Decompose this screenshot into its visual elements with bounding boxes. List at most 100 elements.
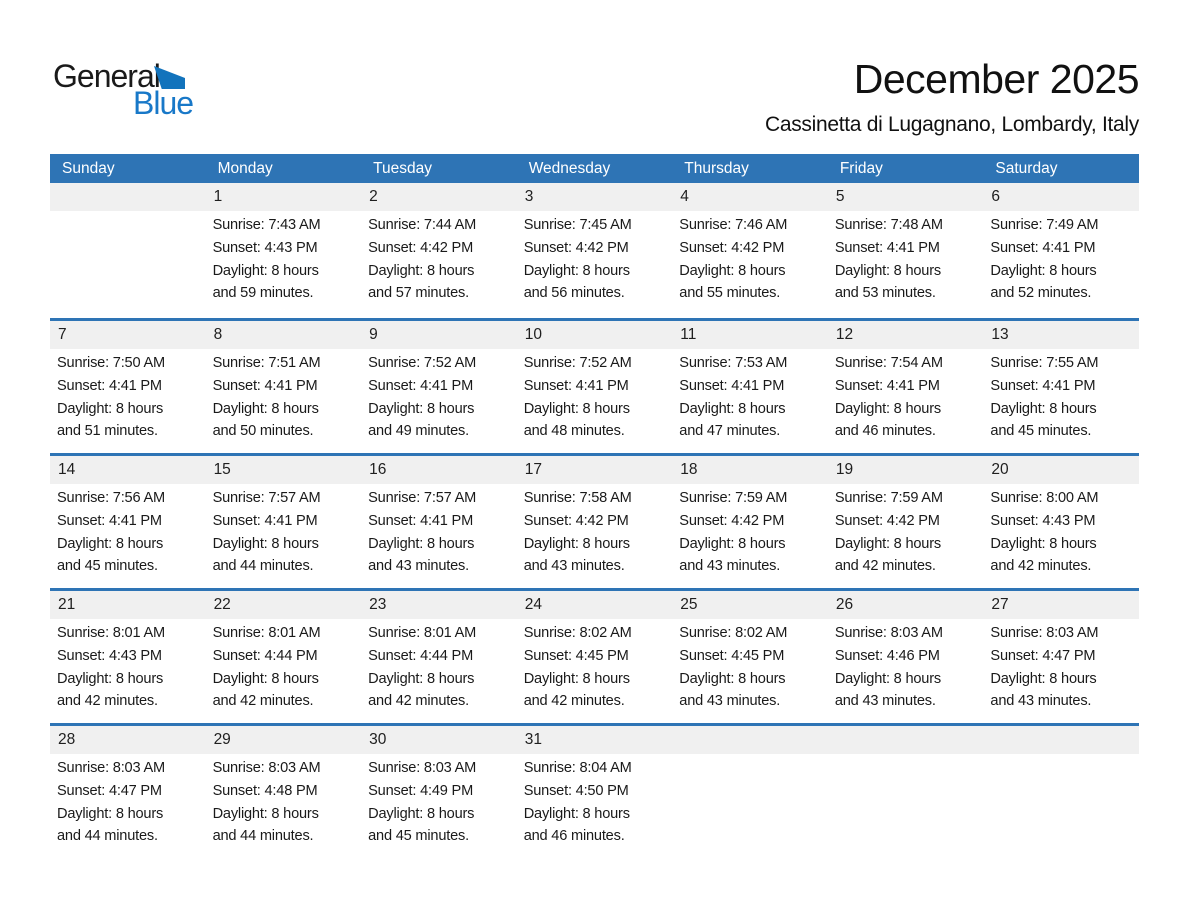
empty-day-number [983, 726, 1139, 754]
day-number: 31 [524, 731, 542, 748]
sunrise-text: Sunrise: 8:03 AM [368, 760, 477, 776]
day-cell: Sunrise: 7:57 AM Sunset: 4:41 PM Daylight:… [361, 484, 517, 578]
week-row: 1 2 3 4 5 6 Sunrise: 7:43 AM Sunset: 4:43 PM Day… [50, 183, 1139, 318]
day-number: 16 [369, 461, 387, 478]
daylight-text-line1: Daylight: 8 hours [368, 670, 475, 687]
sunset-text: Sunset: 4:42 PM [523, 239, 629, 256]
sunset-text: Sunset: 4:50 PM [523, 782, 629, 799]
sunset-text: Sunset: 4:41 PM [523, 377, 629, 394]
day-cell: Sunrise: 8:03 AM Sunset: 4:47 PM Daylight:… [50, 754, 206, 848]
day-number: 9 [369, 326, 378, 343]
daylight-text-line2: and 57 minutes. [368, 285, 469, 302]
daylight-text-line1: Daylight: 8 hours [212, 670, 319, 687]
day-number: 11 [680, 326, 697, 343]
day-number: 21 [58, 596, 76, 613]
sunset-text: Sunset: 4:45 PM [679, 647, 785, 664]
daylight-text-line1: Daylight: 8 hours [834, 400, 941, 417]
daylight-text-line1: Daylight: 8 hours [212, 535, 319, 552]
daylight-text-line1: Daylight: 8 hours [523, 535, 630, 552]
sunrise-text: Sunrise: 8:03 AM [834, 625, 943, 641]
logo-text-blue: Blue [133, 85, 194, 121]
day-cell: Sunrise: 8:03 AM Sunset: 4:49 PM Daylight:… [361, 754, 517, 848]
day-content-band: Sunrise: 8:03 AM Sunset: 4:47 PM Daylight:… [50, 754, 1139, 848]
sunrise-text: Sunrise: 7:46 AM [679, 217, 788, 233]
daylight-text-line1: Daylight: 8 hours [990, 670, 1097, 687]
day-number: 1 [213, 188, 223, 205]
day-cell: Sunrise: 8:03 AM Sunset: 4:46 PM Daylight:… [828, 619, 984, 713]
day-content-band: Sunrise: 7:43 AM Sunset: 4:43 PM Daylight:… [50, 211, 1139, 305]
day-cell: Sunrise: 7:54 AM Sunset: 4:41 PM Daylight:… [828, 349, 984, 443]
day-content-band: Sunrise: 7:56 AM Sunset: 4:41 PM Daylight:… [50, 484, 1139, 578]
empty-day-cell [672, 754, 828, 848]
daylight-text-line1: Daylight: 8 hours [57, 535, 164, 552]
general-blue-logo: General Blue [53, 58, 253, 128]
day-cell: Sunrise: 7:58 AM Sunset: 4:42 PM Daylight:… [517, 484, 673, 578]
empty-day-cell [828, 754, 984, 848]
day-cell: Sunrise: 7:43 AM Sunset: 4:43 PM Daylight:… [206, 211, 362, 305]
daylight-text-line2: and 46 minutes. [523, 828, 625, 845]
empty-day-cell [50, 211, 206, 305]
calendar-grid: Sunday Monday Tuesday Wednesday Thursday… [50, 154, 1139, 858]
day-number: 10 [524, 326, 542, 343]
day-number: 7 [58, 326, 67, 343]
daylight-text-line2: and 59 minutes. [212, 285, 314, 302]
day-number: 2 [369, 188, 378, 205]
sunrise-text: Sunrise: 7:58 AM [523, 490, 632, 506]
weekday-header-row: Sunday Monday Tuesday Wednesday Thursday… [50, 154, 1139, 183]
day-number-band: 7 8 9 10 11 12 13 [50, 321, 1139, 349]
daylight-text-line2: and 44 minutes. [57, 828, 158, 845]
sunset-text: Sunset: 4:47 PM [57, 782, 162, 799]
location-subtitle: Cassinetta di Lugagnano, Lombardy, Italy [764, 113, 1139, 137]
weekday-header-sunday: Sunday [62, 160, 115, 177]
day-number: 4 [680, 188, 689, 205]
sunset-text: Sunset: 4:41 PM [212, 377, 318, 394]
day-number: 28 [58, 731, 76, 748]
daylight-text-line2: and 53 minutes. [834, 285, 936, 302]
sunset-text: Sunset: 4:43 PM [57, 647, 162, 664]
daylight-text-line1: Daylight: 8 hours [679, 400, 786, 417]
weeks-container: 1 2 3 4 5 6 Sunrise: 7:43 AM Sunset: 4:43 PM Day… [50, 183, 1139, 858]
daylight-text-line2: and 43 minutes. [523, 558, 625, 575]
daylight-text-line1: Daylight: 8 hours [212, 262, 319, 279]
sunrise-text: Sunrise: 7:55 AM [990, 355, 1099, 371]
daylight-text-line2: and 45 minutes. [57, 558, 158, 575]
daylight-text-line2: and 56 minutes. [523, 285, 625, 302]
day-number: 18 [680, 461, 698, 478]
daylight-text-line1: Daylight: 8 hours [679, 670, 786, 687]
sunset-text: Sunset: 4:41 PM [834, 239, 940, 256]
sunrise-text: Sunrise: 7:48 AM [834, 217, 943, 233]
day-number: 24 [524, 596, 542, 613]
sunset-text: Sunset: 4:41 PM [57, 377, 162, 394]
day-content-band: Sunrise: 8:01 AM Sunset: 4:43 PM Daylight:… [50, 619, 1139, 713]
logo-text-general: General [53, 58, 161, 94]
day-cell: Sunrise: 8:03 AM Sunset: 4:48 PM Daylight:… [206, 754, 362, 848]
sunrise-text: Sunrise: 7:52 AM [523, 355, 632, 371]
day-cell: Sunrise: 7:44 AM Sunset: 4:42 PM Daylight:… [361, 211, 517, 305]
daylight-text-line2: and 49 minutes. [368, 423, 469, 440]
sunrise-text: Sunrise: 7:51 AM [212, 355, 321, 371]
daylight-text-line1: Daylight: 8 hours [57, 805, 164, 822]
daylight-text-line2: and 44 minutes. [212, 558, 314, 575]
daylight-text-line2: and 42 minutes. [57, 693, 158, 710]
daylight-text-line1: Daylight: 8 hours [990, 535, 1097, 552]
day-cell: Sunrise: 8:01 AM Sunset: 4:44 PM Daylight:… [361, 619, 517, 713]
sunrise-text: Sunrise: 7:50 AM [57, 355, 165, 371]
day-number: 19 [835, 461, 854, 478]
day-cell: Sunrise: 7:53 AM Sunset: 4:41 PM Daylight:… [672, 349, 828, 443]
daylight-text-line1: Daylight: 8 hours [679, 535, 786, 552]
daylight-text-line2: and 42 minutes. [368, 693, 469, 710]
sunrise-text: Sunrise: 7:59 AM [834, 490, 943, 506]
sunset-text: Sunset: 4:44 PM [212, 647, 318, 664]
day-number: 12 [835, 326, 854, 343]
empty-day-number [828, 726, 984, 754]
weekday-header-thursday: Thursday [684, 160, 749, 177]
day-cell: Sunrise: 8:03 AM Sunset: 4:47 PM Daylight:… [983, 619, 1139, 713]
sunrise-text: Sunrise: 7:44 AM [368, 217, 477, 233]
sunset-text: Sunset: 4:41 PM [834, 377, 940, 394]
page-title: December 2025 [853, 56, 1140, 102]
empty-day-number [672, 726, 828, 754]
sunset-text: Sunset: 4:42 PM [368, 239, 474, 256]
sunset-text: Sunset: 4:43 PM [990, 512, 1096, 529]
sunrise-text: Sunrise: 8:00 AM [990, 490, 1099, 506]
